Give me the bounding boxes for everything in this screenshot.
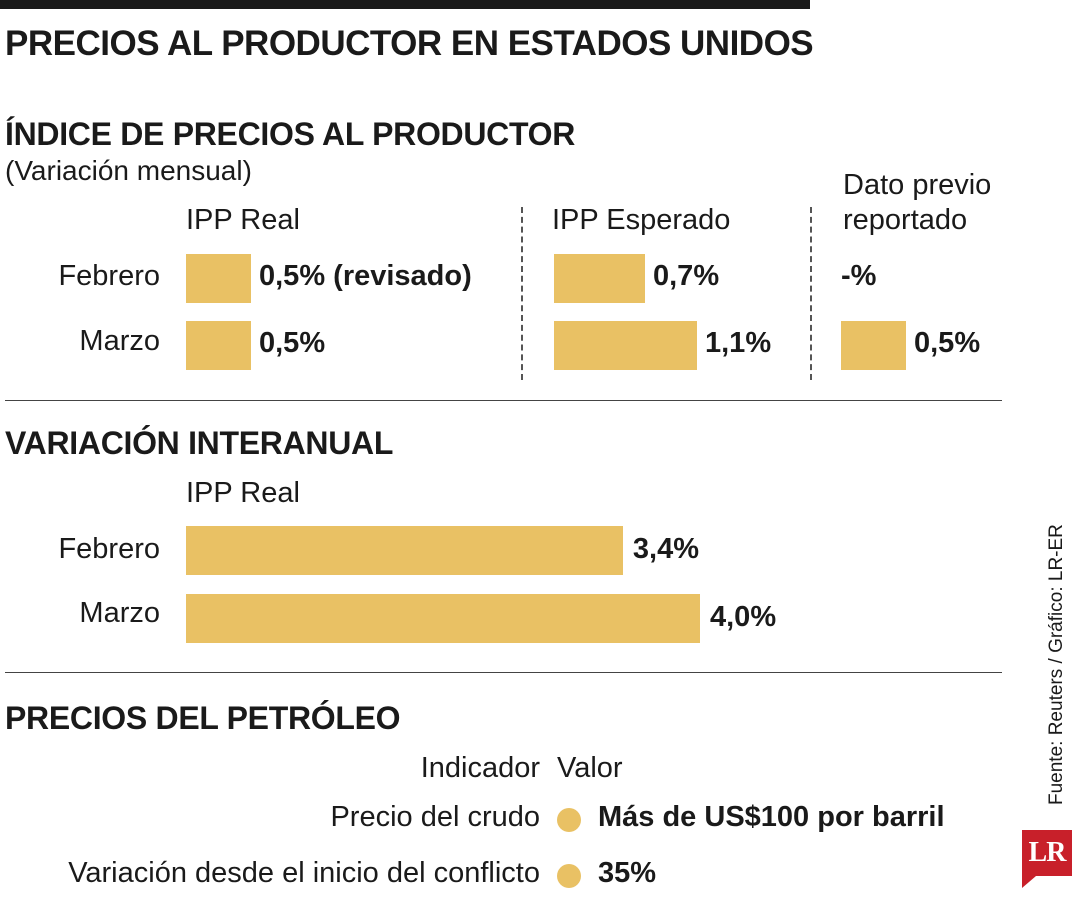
data-label: 3,4%	[632, 533, 699, 565]
section1-subtitle: (Variación mensual)	[5, 155, 252, 186]
data-label: 0,5%	[914, 327, 981, 359]
col-dato-previo-line1: Dato previo	[843, 169, 992, 201]
table-cell-indicator: Precio del crudo	[330, 801, 540, 833]
row-label-marzo: Marzo	[79, 597, 160, 629]
col-ipp-real-annual: IPP Real	[186, 477, 300, 509]
bar-dato-previo-reportado-1	[841, 321, 906, 370]
table-header-valor: Valor	[557, 752, 623, 784]
bar-annual-1	[186, 594, 700, 643]
bar-ipp-esperado-1	[554, 321, 697, 370]
table-header-indicador: Indicador	[420, 752, 540, 784]
source-note: Fuente: Reuters / Gráfico: LR-ER	[1046, 524, 1067, 805]
bullet-dot-icon	[557, 808, 581, 832]
section2-title: VARIACIÓN INTERANUAL	[5, 425, 394, 461]
row-label-febrero: Febrero	[58, 533, 160, 565]
section-divider	[5, 672, 1002, 673]
column-divider	[810, 207, 812, 380]
data-label: 1,1%	[705, 327, 772, 359]
bar-ipp-esperado-0	[554, 254, 645, 303]
page-title: PRECIOS AL PRODUCTOR EN ESTADOS UNIDOS	[5, 24, 814, 63]
section1-title: ÍNDICE DE PRECIOS AL PRODUCTOR	[5, 116, 576, 152]
bar-ipp-real-1	[186, 321, 251, 370]
section-divider	[5, 400, 1002, 401]
bullet-dot-icon	[557, 864, 581, 888]
data-label: 0,5% (revisado)	[259, 260, 472, 292]
row-label-febrero: Febrero	[58, 260, 160, 292]
column-divider	[521, 207, 523, 380]
table-cell-value: Más de US$100 por barril	[598, 801, 945, 833]
data-label: -%	[841, 260, 877, 292]
table-cell-indicator: Variación desde el inicio del conflicto	[68, 857, 540, 889]
data-label: 4,0%	[710, 601, 777, 633]
data-label: 0,7%	[653, 260, 720, 292]
col-dato-previo-line2: reportado	[843, 204, 968, 236]
bar-ipp-real-0	[186, 254, 251, 303]
lr-logo: LR	[1022, 830, 1072, 876]
col-ipp-esperado: IPP Esperado	[552, 204, 731, 236]
top-rule	[0, 0, 810, 9]
col-ipp-real: IPP Real	[186, 204, 300, 236]
table-cell-value: 35%	[598, 857, 657, 889]
section3-title: PRECIOS DEL PETRÓLEO	[5, 700, 401, 736]
row-label-marzo: Marzo	[79, 325, 160, 357]
logo-text: LR	[1028, 837, 1067, 868]
data-label: 0,5%	[259, 327, 326, 359]
logo-tail	[1022, 876, 1036, 888]
bar-annual-0	[186, 526, 623, 575]
